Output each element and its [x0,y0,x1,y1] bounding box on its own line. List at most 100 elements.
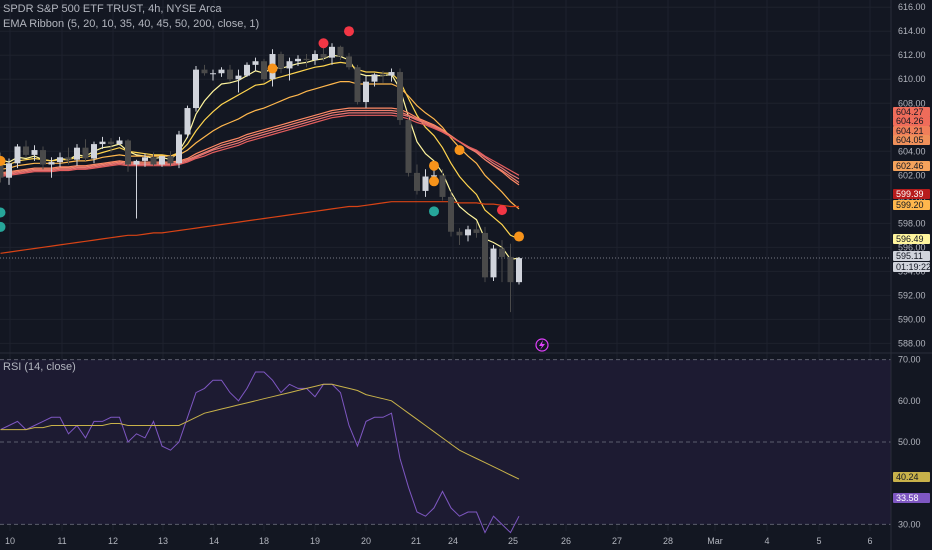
candle-body [507,256,514,283]
candle-body [91,144,97,159]
signal-dot [267,63,278,74]
price-tick-label: 600.00 [898,194,926,204]
rsi-tick-label: 50.00 [898,437,921,447]
price-tick-label: 616.00 [898,2,926,12]
candle-body [40,150,46,165]
candle-body [218,69,225,74]
candle-body [252,61,259,65]
price-tag-label: 595.11 [896,251,923,261]
time-tick-label: 13 [158,536,168,546]
candle-body [473,229,480,233]
candle-body [235,75,242,80]
price-tag [893,126,930,136]
signal-dot [429,206,439,217]
candle-body [465,229,471,236]
ema-ribbon [0,54,520,260]
candle-body [278,54,284,69]
time-tick-label: 6 [867,536,872,546]
price-tag-label: 604.21 [896,126,924,136]
price-tag-label: 01:19:22 [896,262,931,272]
lightning-icon[interactable] [535,338,549,352]
price-tag-label: 602.46 [896,161,924,171]
candle-body [6,163,12,178]
candle-body [48,162,55,165]
candle-body [99,141,106,145]
time-tick-label: 5 [816,536,821,546]
candle-body [142,157,148,161]
candle-body [14,146,21,164]
rsi-tag [893,493,930,503]
price-tick-label: 608.00 [898,98,926,108]
candle-body [116,140,123,145]
candle-body [0,160,4,178]
price-tag-label: 604.27 [896,107,924,117]
rsi-tag-label: 40.24 [896,472,919,482]
candle-body [176,134,182,164]
rsi-tick-label: 30.00 [898,519,921,529]
signal-dot [318,38,329,49]
price-tick-label: 602.00 [898,170,926,180]
time-tick-label: 24 [448,536,458,546]
candle-body [439,175,446,197]
candle-body [397,72,403,121]
time-tick-label: 18 [259,536,269,546]
price-tag [893,251,930,261]
candle-body [431,175,437,177]
candle-body [405,120,412,173]
candle-body [74,147,80,160]
price-tag-label: 596.49 [896,234,924,244]
candle-body [448,196,454,232]
candle-body [363,81,369,103]
signal-dot [514,231,524,242]
price-tag [893,262,930,272]
price-tick-label: 596.00 [898,242,926,252]
candle-body [210,73,216,75]
time-tick-label: 20 [361,536,371,546]
ema-line [0,114,520,178]
candle-body [312,54,318,61]
candle-body [57,157,63,163]
candle-body [31,150,38,155]
rsi-ma-line [0,383,520,480]
candle-body [346,56,352,68]
candle-body [150,157,157,165]
candle-body [388,72,395,76]
candle-body [193,69,199,109]
price-tag-label: 599.39 [896,189,924,199]
candle-body [82,147,89,159]
rsi-line [0,371,520,534]
time-tick-label: 4 [764,536,769,546]
candle-body [456,231,463,236]
candle-body [286,61,293,69]
rsi-tag-label: 33.58 [896,493,919,503]
price-tag [893,200,930,210]
ema-line [0,112,520,180]
price-tag [893,189,930,199]
candle-body [227,69,233,80]
candle-body [125,140,131,165]
price-tag [893,234,930,244]
time-tick-label: 19 [310,536,320,546]
time-tick-label: 26 [561,536,571,546]
axes: 616.00614.00612.00610.00608.00606.00604.… [5,2,931,546]
rsi-pane [0,359,891,534]
rsi-tick-label: 70.00 [898,355,921,365]
time-tick-label: 27 [612,536,622,546]
candle-body [133,160,140,165]
candle-body [354,67,361,103]
ema-line [0,81,520,210]
signal-dot [0,155,6,166]
candle-body [167,156,174,164]
time-tick-label: 11 [57,536,66,546]
ema-legend: EMA Ribbon (5, 20, 10, 35, 40, 45, 50, 2… [3,18,259,30]
ema-line [0,107,520,186]
time-tick-label: 14 [209,536,219,546]
candle-body [261,61,267,80]
candle-body [499,248,505,257]
signal-dot [0,207,6,218]
time-tick-label: 10 [5,536,15,546]
candle-body [184,108,191,135]
signal-dot [0,221,6,232]
time-tick-label: 28 [663,536,673,546]
